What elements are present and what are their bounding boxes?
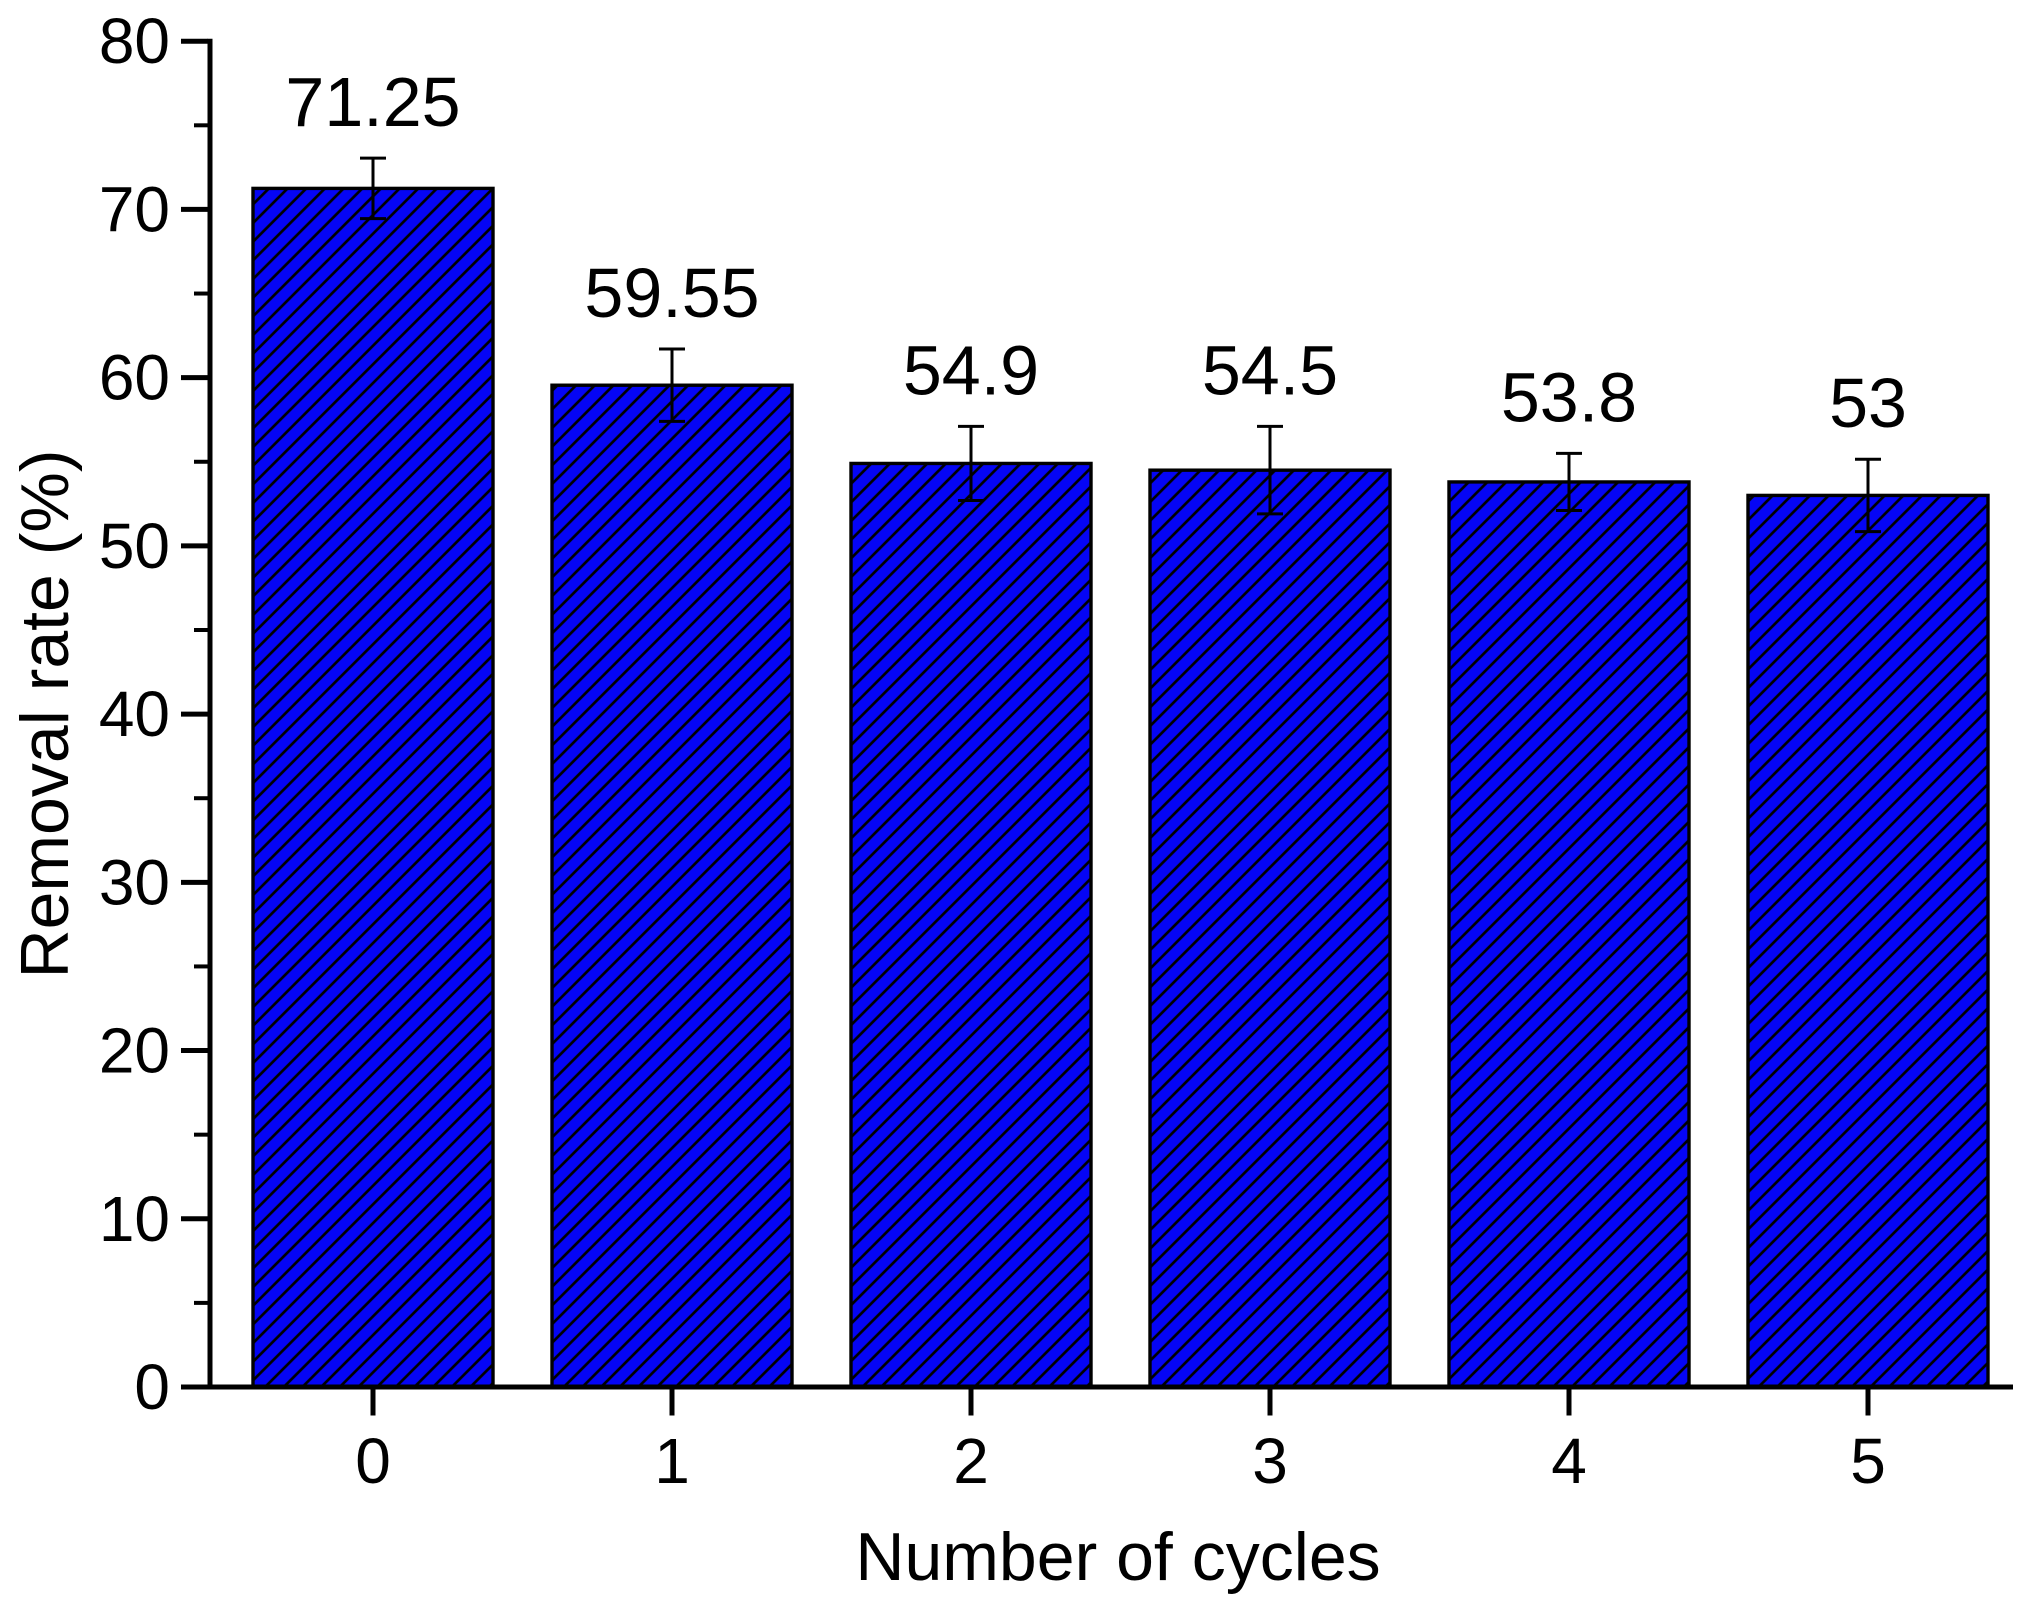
y-axis-title: Removal rate (%) (7, 449, 83, 978)
y-tick-label: 40 (99, 678, 170, 750)
y-tick-label: 0 (134, 1351, 170, 1423)
bar-value-label: 54.9 (903, 331, 1039, 409)
bar-cycle-0 (251, 186, 495, 1389)
bar-cycle-3 (1148, 468, 1392, 1389)
bar-value-label: 53 (1829, 364, 1907, 442)
y-tick-label: 10 (99, 1183, 170, 1255)
x-axis-title: Number of cycles (855, 1519, 1380, 1595)
bar-cycle-5 (1746, 493, 1990, 1389)
bars-layer (251, 186, 1990, 1389)
x-tick-label: 0 (355, 1425, 391, 1497)
error-bar-cycle-1 (659, 347, 685, 423)
value-labels-layer: 71.25 59.55 54.9 54.5 53.8 53 (285, 63, 1907, 442)
y-tick-label: 80 (99, 5, 170, 77)
x-tick-label: 2 (953, 1425, 989, 1497)
error-bars-layer (360, 156, 1881, 534)
y-tick-label: 30 (99, 846, 170, 918)
x-tick-label: 5 (1850, 1425, 1886, 1497)
x-tick-label: 3 (1252, 1425, 1288, 1497)
y-tick-label: 50 (99, 510, 170, 582)
error-bar-cycle-3 (1257, 424, 1283, 516)
x-tick-label: 4 (1551, 1425, 1587, 1497)
bar-cycle-2 (849, 461, 1093, 1389)
bar-cycle-4 (1447, 480, 1691, 1389)
bar-cycle-1 (550, 383, 794, 1389)
y-tick-label: 60 (99, 342, 170, 414)
error-bar-cycle-2 (958, 424, 984, 502)
x-tick-label: 1 (654, 1425, 690, 1497)
bar-value-label: 54.5 (1202, 331, 1338, 409)
bar-value-label: 59.55 (584, 254, 759, 332)
y-tick-label: 70 (99, 173, 170, 245)
error-bar-cycle-4 (1556, 451, 1582, 513)
error-bar-cycle-0 (360, 156, 386, 221)
y-tick-label: 20 (99, 1015, 170, 1087)
bar-value-label: 53.8 (1501, 358, 1637, 436)
bar-value-label: 71.25 (285, 63, 460, 141)
error-bar-cycle-5 (1855, 457, 1881, 534)
